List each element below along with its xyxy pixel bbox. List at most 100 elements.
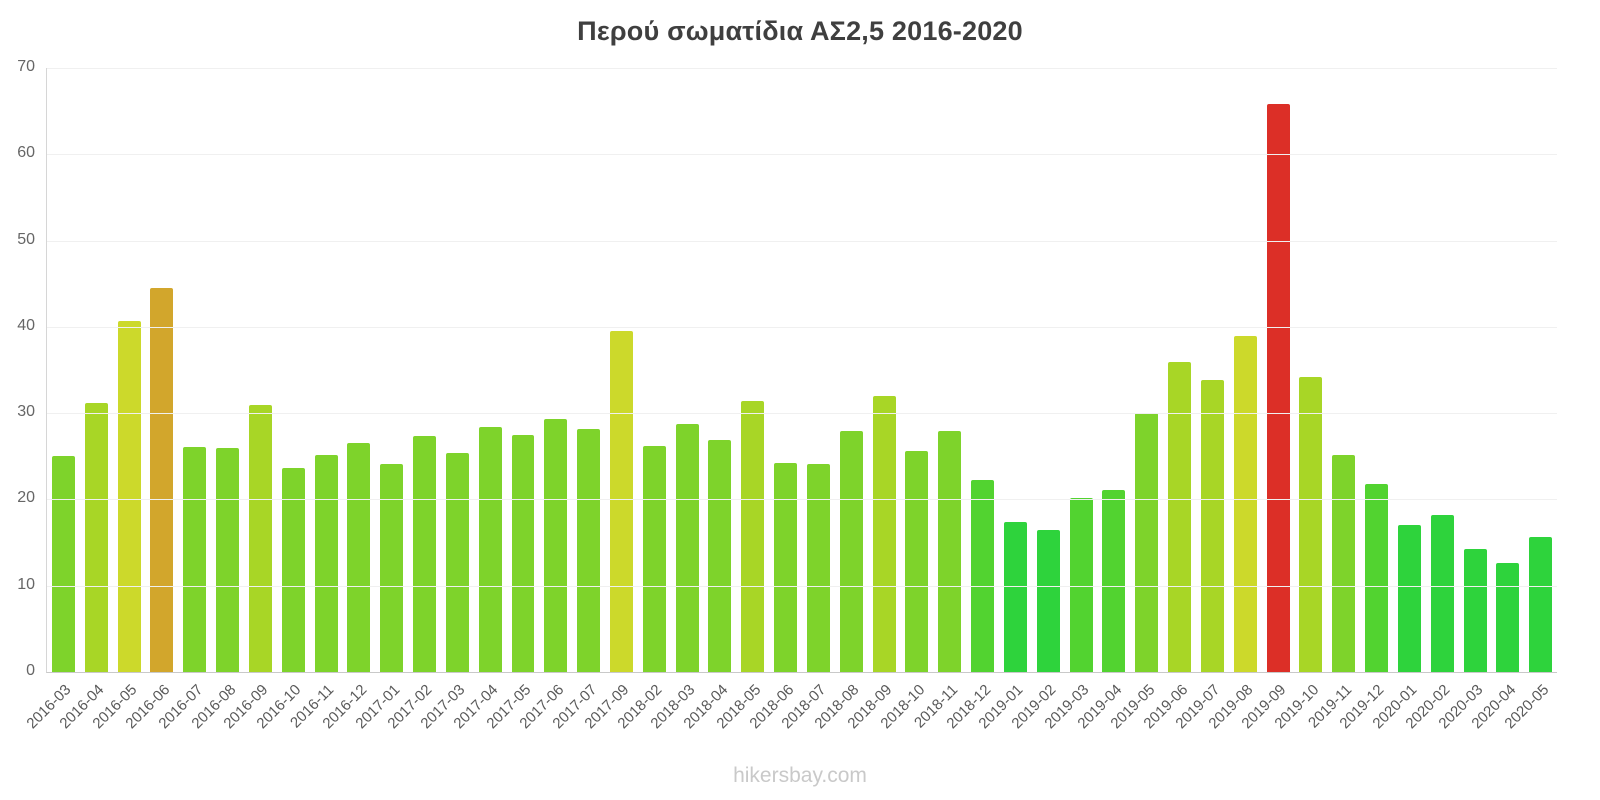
y-axis-tick-label: 20	[17, 489, 35, 507]
bar-2020-04[interactable]	[1496, 563, 1520, 672]
bar-column: 2016-11	[287, 68, 343, 731]
bar-column: 2018-05	[713, 68, 769, 732]
bar-column: 2019-04	[1074, 68, 1131, 732]
y-axis-tick-label: 0	[26, 662, 35, 679]
bar-column: 2016-08	[188, 68, 244, 732]
y-axis-tick-label: 10	[17, 575, 35, 593]
bar-2020-01[interactable]	[1397, 525, 1421, 672]
plot-area: 2016-03 2016-04 2016-05 2016-06 2016-07 2016-…	[17, 59, 1557, 732]
bar-2018-09[interactable]	[872, 395, 896, 672]
bar-2019-10[interactable]	[1299, 376, 1323, 672]
chart-title: Περού σωματίδια ΑΣ2,5 2016-2020	[577, 16, 1023, 46]
bar-2017-09[interactable]	[610, 331, 633, 672]
bar-column: 2016-10	[254, 68, 310, 732]
bar-column: 2018-10	[877, 68, 934, 732]
bars-container: 2016-03 2016-04 2016-05 2016-06 2016-07 2016-…	[24, 68, 1557, 732]
bar-2019-01[interactable]	[1003, 521, 1027, 672]
bar-2019-09[interactable]	[1266, 104, 1290, 672]
bar-column: 2018-12	[943, 68, 999, 732]
gridline-y-10	[47, 585, 1557, 587]
bar-2019-04[interactable]	[1102, 489, 1126, 672]
bar-column: 2020-03	[1435, 68, 1492, 732]
y-axis-tick-label: 70	[17, 58, 35, 75]
bar-2020-05[interactable]	[1529, 537, 1553, 672]
bar-2016-10[interactable]	[281, 467, 305, 672]
bar-2019-11[interactable]	[1332, 455, 1356, 672]
bar-2016-08[interactable]	[216, 447, 240, 672]
bar-column: 2020-05	[1501, 68, 1557, 732]
gridline-y-60	[47, 154, 1557, 156]
bar-2019-03[interactable]	[1069, 497, 1093, 672]
bar-column: 2017-05	[483, 68, 540, 732]
bar-column: 2019-12	[1337, 68, 1393, 732]
bar-column: 2016-12	[319, 68, 375, 732]
gridline-y-20	[47, 499, 1557, 501]
bar-2016-09[interactable]	[248, 404, 272, 672]
bar-column: 2017-07	[549, 68, 605, 732]
bar-column: 2019-05	[1107, 68, 1163, 732]
bar-2017-05[interactable]	[511, 434, 535, 672]
bar-2017-07[interactable]	[577, 428, 601, 672]
bar-2016-07[interactable]	[183, 446, 207, 672]
y-axis-tick-label: 40	[17, 316, 35, 334]
bar-column: 2016-07	[155, 68, 211, 732]
bar-column: 2016-04	[57, 68, 113, 732]
bar-column: 2017-01	[352, 68, 408, 732]
bar-2019-06[interactable]	[1168, 362, 1192, 672]
bar-2018-06[interactable]	[774, 463, 798, 672]
bar-2020-03[interactable]	[1463, 549, 1487, 672]
bar-2018-03[interactable]	[675, 423, 699, 672]
bar-column: 2017-09	[582, 68, 638, 732]
bar-column: 2019-03	[1041, 68, 1098, 732]
watermark: hikersbay.com	[733, 764, 867, 787]
bar-2018-12[interactable]	[971, 479, 995, 672]
gridline-y-40	[47, 326, 1557, 328]
gridline-y-30	[47, 413, 1557, 415]
bar-column: 2019-06	[1140, 68, 1196, 732]
bar-2016-11[interactable]	[314, 454, 338, 672]
bar-2019-05[interactable]	[1135, 413, 1159, 672]
bar-column: 2019-07	[1173, 68, 1229, 732]
bar-2016-12[interactable]	[347, 443, 371, 672]
bar-2017-02[interactable]	[413, 436, 436, 672]
bar-2018-05[interactable]	[741, 401, 765, 672]
bar-column: 2019-09	[1238, 68, 1295, 732]
bar-column: 2019-02	[1009, 68, 1065, 732]
bar-column: 2018-04	[680, 68, 737, 732]
bar-2017-04[interactable]	[478, 426, 502, 672]
bar-2016-03[interactable]	[51, 456, 75, 672]
bar-2019-08[interactable]	[1233, 335, 1257, 672]
bar-2017-06[interactable]	[544, 419, 568, 672]
bar-2019-12[interactable]	[1365, 483, 1389, 672]
bar-2018-10[interactable]	[905, 451, 929, 672]
bar-column: 2018-02	[615, 68, 671, 732]
bar-2018-08[interactable]	[839, 431, 863, 672]
bar-2016-04[interactable]	[84, 402, 108, 672]
bar-column: 2017-03	[418, 68, 474, 732]
bar-column: 2018-06	[746, 68, 802, 732]
gridline-y-70	[47, 68, 1557, 69]
bar-2016-05[interactable]	[117, 320, 141, 672]
gridline-y-50	[47, 240, 1557, 242]
bar-2017-01[interactable]	[380, 464, 404, 672]
bar-2019-07[interactable]	[1200, 380, 1224, 672]
bar-2018-11[interactable]	[938, 431, 962, 672]
bar-column: 2020-04	[1468, 68, 1524, 732]
bar-column: 2019-10	[1271, 68, 1327, 732]
bar-2018-04[interactable]	[708, 439, 732, 672]
bar-column: 2020-01	[1370, 68, 1426, 732]
bar-2020-02[interactable]	[1430, 514, 1454, 672]
bar-column: 2018-07	[779, 68, 835, 732]
y-axis-tick-label: 30	[17, 403, 35, 421]
y-axis-tick-label: 60	[17, 144, 35, 162]
bar-2018-07[interactable]	[806, 464, 830, 672]
bar-2017-03[interactable]	[445, 452, 469, 672]
bar-2019-02[interactable]	[1036, 529, 1060, 672]
bar-column: 2018-11	[911, 68, 966, 731]
bar-column: 2017-02	[385, 68, 441, 732]
bar-column: 2016-05	[89, 68, 146, 732]
bar-2016-06[interactable]	[150, 288, 174, 672]
bar-2018-02[interactable]	[642, 445, 666, 672]
bar-column: 2016-06	[122, 68, 178, 732]
